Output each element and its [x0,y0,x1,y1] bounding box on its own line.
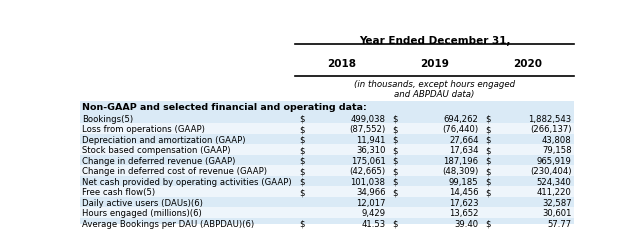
Text: (230,404): (230,404) [530,167,572,175]
Text: $: $ [299,167,304,175]
Text: Hours engaged (millions)(6): Hours engaged (millions)(6) [82,208,202,217]
Text: $: $ [299,187,304,196]
Text: $: $ [392,167,397,175]
Text: Daily active users (DAUs)(6): Daily active users (DAUs)(6) [82,198,203,207]
Text: $: $ [485,156,491,165]
Text: Change in deferred cost of revenue (GAAP): Change in deferred cost of revenue (GAAP… [82,167,267,175]
Text: Free cash flow(5): Free cash flow(5) [82,187,155,196]
Text: (in thousands, except hours engaged
and ABPDAU data): (in thousands, except hours engaged and … [354,80,515,99]
FancyBboxPatch shape [80,197,574,208]
Text: 14,456: 14,456 [449,187,478,196]
Text: $: $ [392,145,397,154]
Text: Net cash provided by operating activities (GAAP): Net cash provided by operating activitie… [82,177,292,186]
Text: (76,440): (76,440) [443,124,478,134]
Text: 32,587: 32,587 [542,198,572,207]
Text: 524,340: 524,340 [537,177,572,186]
Text: Bookings(5): Bookings(5) [82,114,133,123]
FancyBboxPatch shape [80,134,574,145]
Text: $: $ [392,124,397,134]
Text: $: $ [392,114,397,123]
Text: 57.77: 57.77 [547,219,572,228]
Text: 411,220: 411,220 [537,187,572,196]
Text: $: $ [299,124,304,134]
Text: 101,038: 101,038 [350,177,385,186]
Text: $: $ [299,219,304,228]
Text: $: $ [299,177,304,186]
Text: $: $ [392,219,397,228]
Text: 43,808: 43,808 [542,135,572,144]
Text: Non-GAAP and selected financial and operating data:: Non-GAAP and selected financial and oper… [82,102,367,111]
Text: $: $ [299,145,304,154]
Text: 965,919: 965,919 [537,156,572,165]
Text: $: $ [485,124,491,134]
Text: $: $ [485,177,491,186]
Text: 499,038: 499,038 [350,114,385,123]
FancyBboxPatch shape [80,155,574,166]
Text: $: $ [299,156,304,165]
Text: 17,634: 17,634 [449,145,478,154]
Text: 99,185: 99,185 [449,177,478,186]
Text: 2020: 2020 [513,58,542,68]
Text: 12,017: 12,017 [356,198,385,207]
Text: 30,601: 30,601 [542,208,572,217]
Text: 79,158: 79,158 [542,145,572,154]
Text: Change in deferred revenue (GAAP): Change in deferred revenue (GAAP) [82,156,235,165]
Text: Loss from operations (GAAP): Loss from operations (GAAP) [82,124,205,134]
Text: (87,552): (87,552) [349,124,385,134]
Text: 17,623: 17,623 [449,198,478,207]
Text: Stock based compensation (GAAP): Stock based compensation (GAAP) [82,145,231,154]
Text: 39.40: 39.40 [454,219,478,228]
Text: $: $ [299,114,304,123]
Text: (42,665): (42,665) [350,167,385,175]
Text: 175,061: 175,061 [351,156,385,165]
Text: $: $ [299,135,304,144]
FancyBboxPatch shape [80,124,574,134]
Text: Average Bookings per DAU (ABPDAU)(6): Average Bookings per DAU (ABPDAU)(6) [82,219,255,228]
Text: $: $ [485,135,491,144]
Text: $: $ [485,167,491,175]
Text: $: $ [485,114,491,123]
FancyBboxPatch shape [80,145,574,155]
Text: 36,310: 36,310 [356,145,385,154]
Text: 2018: 2018 [327,58,356,68]
FancyBboxPatch shape [80,208,574,218]
Text: 27,664: 27,664 [449,135,478,144]
FancyBboxPatch shape [80,218,574,229]
Text: Year Ended December 31,: Year Ended December 31, [359,36,510,46]
Text: $: $ [392,156,397,165]
Text: 9,429: 9,429 [361,208,385,217]
FancyBboxPatch shape [80,166,574,176]
Text: 41.53: 41.53 [361,219,385,228]
Text: $: $ [485,145,491,154]
Text: (48,309): (48,309) [442,167,478,175]
FancyBboxPatch shape [80,176,574,187]
Text: 11,941: 11,941 [356,135,385,144]
FancyBboxPatch shape [80,101,574,113]
Text: 187,196: 187,196 [443,156,478,165]
Text: 2019: 2019 [420,58,449,68]
FancyBboxPatch shape [80,113,574,124]
Text: Depreciation and amortization (GAAP): Depreciation and amortization (GAAP) [82,135,246,144]
Text: $: $ [392,135,397,144]
Text: (266,137): (266,137) [530,124,572,134]
FancyBboxPatch shape [80,187,574,197]
Text: 13,652: 13,652 [449,208,478,217]
Text: 694,262: 694,262 [444,114,478,123]
Text: $: $ [485,219,491,228]
Text: $: $ [485,187,491,196]
Text: 1,882,543: 1,882,543 [529,114,572,123]
Text: $: $ [392,177,397,186]
Text: $: $ [392,187,397,196]
Text: 34,966: 34,966 [356,187,385,196]
